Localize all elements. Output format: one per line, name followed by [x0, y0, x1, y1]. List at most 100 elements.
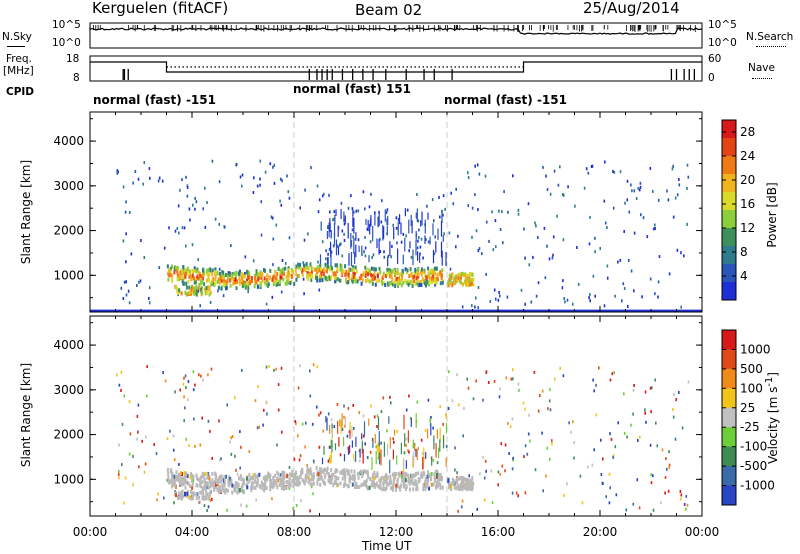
echo-cell	[120, 389, 122, 392]
echo-cell	[576, 246, 578, 249]
echo-cell	[326, 269, 328, 274]
echo-cell	[164, 379, 167, 383]
echo-cell	[318, 445, 321, 449]
echo-streak	[330, 439, 332, 448]
echo-cell	[220, 457, 222, 461]
echo-cell	[626, 179, 629, 183]
echo-cell	[559, 165, 561, 169]
echo-cell	[434, 266, 436, 271]
echo-cell	[279, 199, 281, 203]
echo-cell	[617, 260, 619, 264]
echo-cell	[380, 220, 383, 224]
echo-streak	[441, 250, 443, 266]
echo-cell	[590, 165, 593, 168]
echo-streak	[337, 246, 340, 256]
echo-cell	[246, 280, 248, 285]
echo-cell	[382, 271, 385, 276]
echo-cell	[195, 269, 198, 274]
echo-cell	[367, 475, 370, 480]
echo-cell	[293, 457, 296, 461]
echo-cell	[211, 472, 214, 476]
echo-cell	[186, 474, 189, 479]
echo-cell	[265, 302, 268, 306]
echo-cell	[173, 474, 176, 479]
echo-cell	[316, 278, 319, 283]
echo-cell	[436, 276, 439, 281]
echo-cell	[272, 476, 275, 481]
echo-cell	[465, 483, 467, 488]
echo-cell	[306, 463, 308, 467]
echo-streak	[377, 441, 379, 456]
echo-streak	[415, 413, 417, 429]
echo-streak	[333, 222, 336, 238]
echo-cell	[161, 179, 164, 183]
echo-cell	[383, 255, 386, 259]
echo-streak	[376, 443, 378, 452]
echo-cell	[652, 474, 654, 478]
echo-cell	[339, 267, 342, 272]
echo-cell	[184, 274, 187, 279]
echo-cell	[627, 305, 629, 308]
echo-cell	[633, 289, 635, 293]
echo-streak	[425, 452, 427, 460]
echo-cell	[428, 275, 431, 280]
echo-cell	[342, 269, 345, 274]
echo-cell	[264, 170, 267, 174]
echo-cell	[517, 382, 520, 386]
echo-cell	[245, 482, 248, 487]
echo-cell	[347, 469, 350, 474]
echo-cell	[420, 272, 423, 277]
echo-cell	[412, 487, 415, 492]
echo-cell	[116, 373, 118, 377]
echo-cell	[168, 271, 170, 276]
echo-cell	[300, 499, 302, 503]
echo-cell	[211, 456, 213, 460]
echo-cell	[474, 305, 476, 309]
echo-cell	[433, 476, 436, 481]
echo-cell	[237, 271, 240, 276]
echo-cell	[316, 477, 319, 482]
echo-cell	[265, 400, 267, 404]
echo-cell	[334, 468, 337, 473]
echo-streak	[399, 214, 401, 225]
echo-cell	[674, 437, 677, 441]
echo-streak	[349, 445, 351, 454]
echo-cell	[259, 183, 261, 187]
echo-cell	[588, 242, 591, 246]
echo-cell	[185, 175, 187, 179]
echo-cell	[134, 170, 137, 173]
echo-cell	[213, 471, 216, 476]
echo-cell	[417, 219, 420, 223]
echo-cell	[331, 476, 334, 481]
echo-cell	[336, 403, 339, 406]
echo-cell	[295, 504, 298, 507]
echo-cell	[547, 407, 549, 411]
echo-cell	[299, 364, 301, 368]
echo-cell	[345, 269, 348, 274]
echo-cell	[216, 271, 219, 276]
y-tick-label: 4000	[53, 338, 84, 352]
echo-cell	[374, 275, 376, 280]
echo-cell	[136, 414, 139, 418]
echo-cell	[579, 474, 582, 478]
x-tick-label: 00:00	[685, 525, 720, 539]
echo-cell	[686, 187, 688, 190]
echo-cell	[291, 270, 294, 275]
echo-cell	[432, 277, 435, 282]
echo-cell	[352, 275, 355, 279]
echo-cell	[322, 272, 325, 277]
echo-cell	[464, 477, 467, 482]
echo-cell	[209, 290, 212, 295]
echo-cell	[467, 486, 470, 491]
echo-cell	[461, 476, 464, 481]
echo-cell	[366, 456, 369, 459]
echo-cell	[383, 479, 386, 484]
echo-cell	[231, 272, 234, 277]
echo-cell	[374, 211, 376, 215]
echo-cell	[219, 275, 222, 280]
echo-cell	[417, 279, 420, 284]
echo-cell	[545, 474, 547, 478]
echo-cell	[433, 271, 436, 276]
echo-cell	[389, 395, 391, 399]
echo-cell	[354, 279, 357, 284]
